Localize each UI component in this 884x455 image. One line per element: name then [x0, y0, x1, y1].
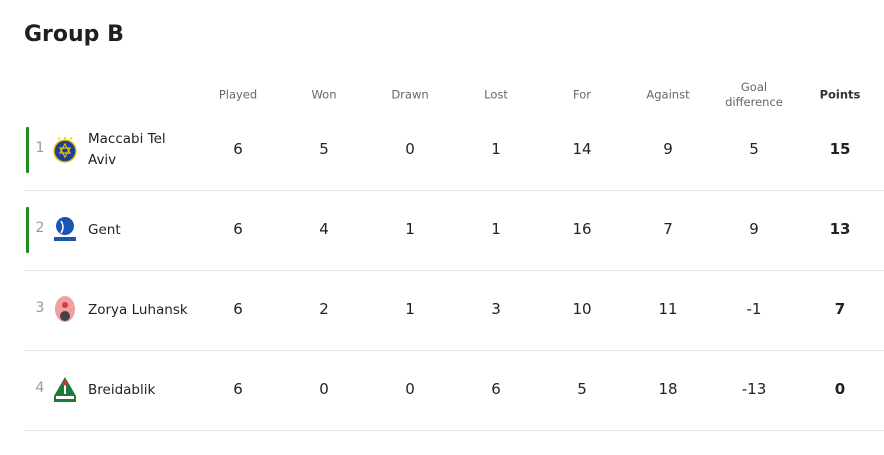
- team-name-text: Maccabi Tel Aviv: [88, 131, 166, 168]
- cell-gd: 5: [749, 140, 759, 158]
- table-header: Played Won Drawn Lost For Against Goal d…: [0, 80, 884, 110]
- cell-points: 0: [834, 380, 846, 398]
- group-title: Group B: [24, 22, 124, 47]
- team-name-text: Breidablik: [88, 381, 156, 398]
- cell-won: 0: [319, 380, 329, 398]
- table-row[interactable]: 2 Gent 6 4 1 1 16 7 9 13: [24, 190, 884, 271]
- cell-for: 16: [572, 220, 592, 238]
- cell-against: 18: [658, 380, 678, 398]
- header-goal-difference: Goal difference: [725, 80, 783, 109]
- cell-won: 4: [319, 220, 329, 238]
- cell-played: 6: [233, 220, 243, 238]
- team-name-text: Zorya Luhansk: [88, 301, 188, 318]
- header-played: Played: [218, 87, 258, 102]
- header-points: Points: [819, 87, 861, 102]
- header-against: Against: [646, 87, 690, 102]
- cell-gd: 9: [749, 220, 759, 238]
- cell-for: 14: [572, 140, 592, 158]
- cell-drawn: 1: [405, 220, 415, 238]
- cell-for: 10: [572, 300, 592, 318]
- header-drawn: Drawn: [391, 87, 429, 102]
- cell-lost: 3: [491, 300, 501, 318]
- cell-against: 9: [663, 140, 673, 158]
- team-name[interactable]: Zorya Luhansk: [88, 270, 188, 350]
- maccabi-tel-aviv-crest-icon: [52, 136, 78, 164]
- cell-lost: 1: [491, 140, 501, 158]
- cell-won: 5: [319, 140, 329, 158]
- cell-played: 6: [233, 380, 243, 398]
- table-row[interactable]: 1 Maccabi Tel Aviv 6 5 0 1 14 9 5 15: [24, 110, 884, 191]
- cell-drawn: 1: [405, 300, 415, 318]
- cell-won: 2: [319, 300, 329, 318]
- breidablik-crest-icon: [52, 376, 78, 404]
- cell-played: 6: [233, 140, 243, 158]
- header-for: For: [573, 87, 591, 102]
- qualification-indicator: [26, 127, 29, 173]
- position: 1: [35, 140, 45, 156]
- cell-lost: 6: [491, 380, 501, 398]
- qualification-indicator: [26, 207, 29, 253]
- position: 2: [35, 220, 45, 236]
- cell-against: 7: [663, 220, 673, 238]
- table-row[interactable]: 3 Zorya Luhansk 6 2 1 3 10 11 -1 7: [24, 270, 884, 351]
- team-name[interactable]: Breidablik: [88, 350, 188, 430]
- cell-points: 13: [829, 220, 851, 238]
- cell-points: 15: [829, 140, 851, 158]
- cell-drawn: 0: [405, 140, 415, 158]
- kaa-gent-crest-icon: [52, 216, 78, 244]
- cell-gd: -1: [746, 300, 762, 318]
- header-lost: Lost: [484, 87, 508, 102]
- team-name[interactable]: Gent: [88, 190, 188, 270]
- cell-against: 11: [658, 300, 678, 318]
- table-row[interactable]: 4 Breidablik 6 0 0 6 5 18 -13 0: [24, 350, 884, 431]
- cell-drawn: 0: [405, 380, 415, 398]
- cell-lost: 1: [491, 220, 501, 238]
- position: 3: [35, 300, 45, 316]
- position: 4: [35, 380, 45, 396]
- cell-played: 6: [233, 300, 243, 318]
- header-won: Won: [311, 87, 337, 102]
- zorya-luhansk-crest-icon: [52, 296, 78, 324]
- cell-points: 7: [834, 300, 846, 318]
- team-name[interactable]: Maccabi Tel Aviv: [88, 110, 188, 190]
- cell-for: 5: [577, 380, 587, 398]
- cell-gd: -13: [741, 380, 767, 398]
- team-name-text: Gent: [88, 221, 121, 238]
